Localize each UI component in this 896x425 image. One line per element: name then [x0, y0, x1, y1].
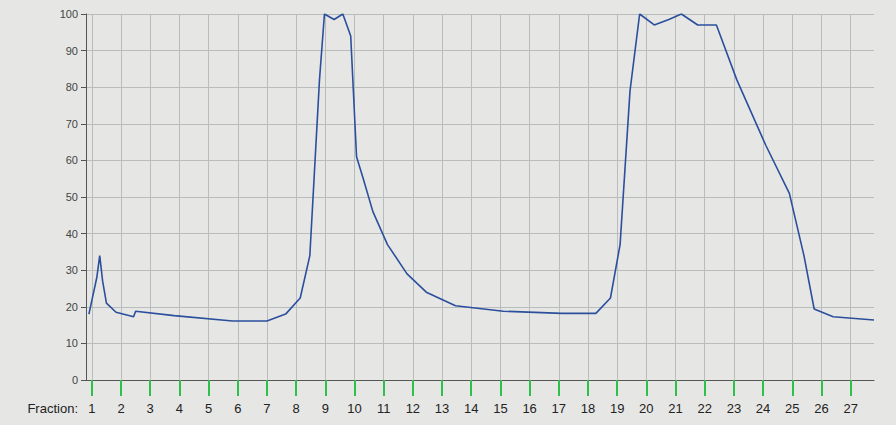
svg-text:90: 90	[66, 45, 78, 57]
svg-text:11: 11	[377, 401, 391, 416]
svg-text:30: 30	[66, 264, 78, 276]
svg-text:8: 8	[293, 401, 300, 416]
svg-text:70: 70	[66, 118, 78, 130]
svg-text:17: 17	[552, 401, 566, 416]
svg-text:Fraction:: Fraction:	[27, 401, 78, 416]
svg-text:40: 40	[66, 228, 78, 240]
svg-text:50: 50	[66, 191, 78, 203]
svg-text:19: 19	[610, 401, 624, 416]
svg-text:9: 9	[322, 401, 329, 416]
svg-text:10: 10	[347, 401, 361, 416]
svg-text:6: 6	[234, 401, 241, 416]
svg-text:13: 13	[435, 401, 449, 416]
svg-text:1: 1	[88, 401, 95, 416]
svg-text:20: 20	[66, 301, 78, 313]
svg-text:16: 16	[522, 401, 536, 416]
svg-text:21: 21	[668, 401, 682, 416]
svg-text:15: 15	[493, 401, 507, 416]
svg-text:80: 80	[66, 81, 78, 93]
svg-text:7: 7	[263, 401, 270, 416]
svg-text:100: 100	[60, 8, 78, 20]
svg-text:20: 20	[639, 401, 653, 416]
svg-text:26: 26	[814, 401, 828, 416]
svg-text:18: 18	[581, 401, 595, 416]
svg-text:5: 5	[205, 401, 212, 416]
svg-text:24: 24	[756, 401, 770, 416]
svg-text:14: 14	[464, 401, 478, 416]
svg-text:3: 3	[147, 401, 154, 416]
svg-text:12: 12	[406, 401, 420, 416]
svg-text:22: 22	[697, 401, 711, 416]
svg-text:4: 4	[176, 401, 183, 416]
svg-text:25: 25	[785, 401, 799, 416]
svg-text:60: 60	[66, 154, 78, 166]
svg-text:27: 27	[843, 401, 857, 416]
svg-text:2: 2	[117, 401, 124, 416]
svg-text:10: 10	[66, 337, 78, 349]
svg-text:23: 23	[727, 401, 741, 416]
svg-text:0: 0	[72, 374, 78, 386]
